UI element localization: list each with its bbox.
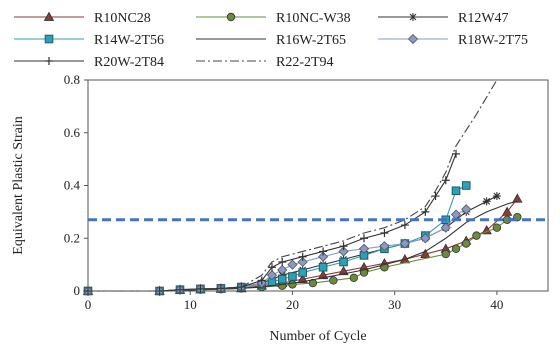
y-tick-label: 0.4: [64, 178, 81, 193]
data-point: [298, 252, 307, 261]
data-point: [257, 276, 266, 285]
x-tick-label: 40: [490, 297, 503, 312]
data-point: [399, 238, 410, 249]
x-axis: 0 10 20 30 40: [85, 291, 503, 312]
data-point: [452, 149, 460, 158]
legend-label: R10NC28: [94, 11, 151, 26]
legend-marker: [44, 34, 54, 44]
data-point: [472, 231, 481, 240]
data-point: [287, 259, 298, 270]
data-point: [481, 225, 492, 235]
legend-item-r12w47: R12W47: [378, 11, 509, 26]
data-point: [288, 280, 297, 289]
y-axis: 0 0.2 0.4 0.6 0.8: [64, 72, 88, 298]
plot-frame: [87, 79, 549, 292]
series-r22-2t94: [88, 79, 498, 292]
series-line: [88, 185, 467, 292]
legend-item-r22-2t94: R22-2T94: [196, 55, 334, 70]
series-r20w-2t84: [84, 149, 460, 295]
legend-label: R18W-2T75: [458, 33, 528, 48]
data-point: [431, 192, 440, 201]
data-point: [501, 206, 513, 216]
x-tick-label: 30: [388, 297, 401, 312]
data-point: [451, 186, 461, 196]
legend-item-r20w-2t84: R20W-2T84: [14, 55, 164, 70]
series-r10nc28: [82, 193, 523, 295]
data-point: [288, 272, 297, 281]
data-point: [492, 223, 502, 232]
legend-item-r10nc28: R10NC28: [14, 11, 151, 26]
data-point: [358, 243, 370, 254]
y-tick-label: 0.8: [64, 72, 80, 87]
data-point: [297, 273, 308, 284]
plot-area: 0 10 20 30 40 0 0.2 0.4 0.6 0.8: [64, 72, 549, 312]
legend: R10NC28 R10NC-W38 R12W47 R14W-2T56 R16W-2T65…: [14, 11, 528, 70]
data-point: [441, 249, 450, 259]
data-point: [451, 244, 461, 253]
data-point: [482, 197, 491, 206]
legend-marker: [409, 13, 417, 21]
data-point: [338, 246, 349, 257]
legend-label: R16W-2T65: [276, 33, 346, 48]
data-point: [266, 270, 278, 281]
data-point: [421, 207, 430, 216]
data-point: [462, 239, 471, 248]
data-point: [420, 248, 431, 258]
legend-marker: [407, 33, 419, 45]
data-point: [277, 274, 287, 284]
data-point: [461, 181, 471, 190]
data-point: [338, 265, 349, 276]
data-point: [400, 221, 409, 230]
data-point: [380, 228, 389, 237]
legend-label: R14W-2T56: [94, 33, 164, 48]
series-line: [88, 79, 498, 292]
y-tick-label: 0.6: [64, 125, 81, 140]
data-point: [297, 256, 308, 268]
data-point: [318, 251, 329, 262]
x-tick-label: 20: [286, 297, 299, 312]
x-tick-label: 0: [85, 297, 92, 312]
data-point: [339, 257, 348, 267]
data-point: [441, 176, 450, 185]
data-point: [268, 263, 276, 272]
data-point: [318, 262, 328, 272]
data-point: [379, 241, 390, 252]
legend-item-r14w-2t56: R14W-2T56: [14, 33, 164, 48]
legend-marker: [43, 11, 55, 21]
series-r18w-2t75: [82, 204, 472, 297]
legend-marker: [226, 12, 236, 22]
y-tick-label: 0.2: [64, 230, 80, 245]
y-tick-label: 0: [74, 283, 81, 298]
data-point: [360, 234, 368, 243]
legend-item-r16w-2t65: R16W-2T65: [196, 33, 346, 48]
data-point: [298, 268, 307, 277]
legend-label: R12W47: [458, 11, 509, 26]
legend-item-r18w-2t75: R18W-2T75: [378, 33, 528, 48]
legend-label: R20W-2T84: [94, 55, 164, 70]
data-point: [512, 193, 523, 203]
legend-label: R22-2T94: [276, 55, 334, 70]
data-point: [329, 276, 338, 285]
data-point: [277, 264, 288, 275]
data-point: [339, 242, 348, 251]
x-axis-title: Number of Cycle: [269, 329, 366, 344]
legend-item-r10nc-w38: R10NC-W38: [196, 11, 351, 26]
data-point: [492, 192, 501, 201]
data-point: [420, 233, 431, 244]
x-tick-label: 10: [184, 297, 197, 312]
y-axis-title: Equivalent Plastic Strain: [11, 116, 26, 254]
series-r14w-2t56: [83, 181, 471, 296]
series-layer: [82, 79, 523, 297]
data-point: [317, 269, 329, 280]
data-point: [440, 222, 451, 233]
legend-label: R10NC-W38: [276, 11, 351, 26]
data-point: [278, 257, 287, 266]
legend-marker: [45, 57, 53, 65]
data-point: [461, 204, 472, 215]
data-point: [349, 273, 358, 283]
data-point: [319, 247, 328, 256]
